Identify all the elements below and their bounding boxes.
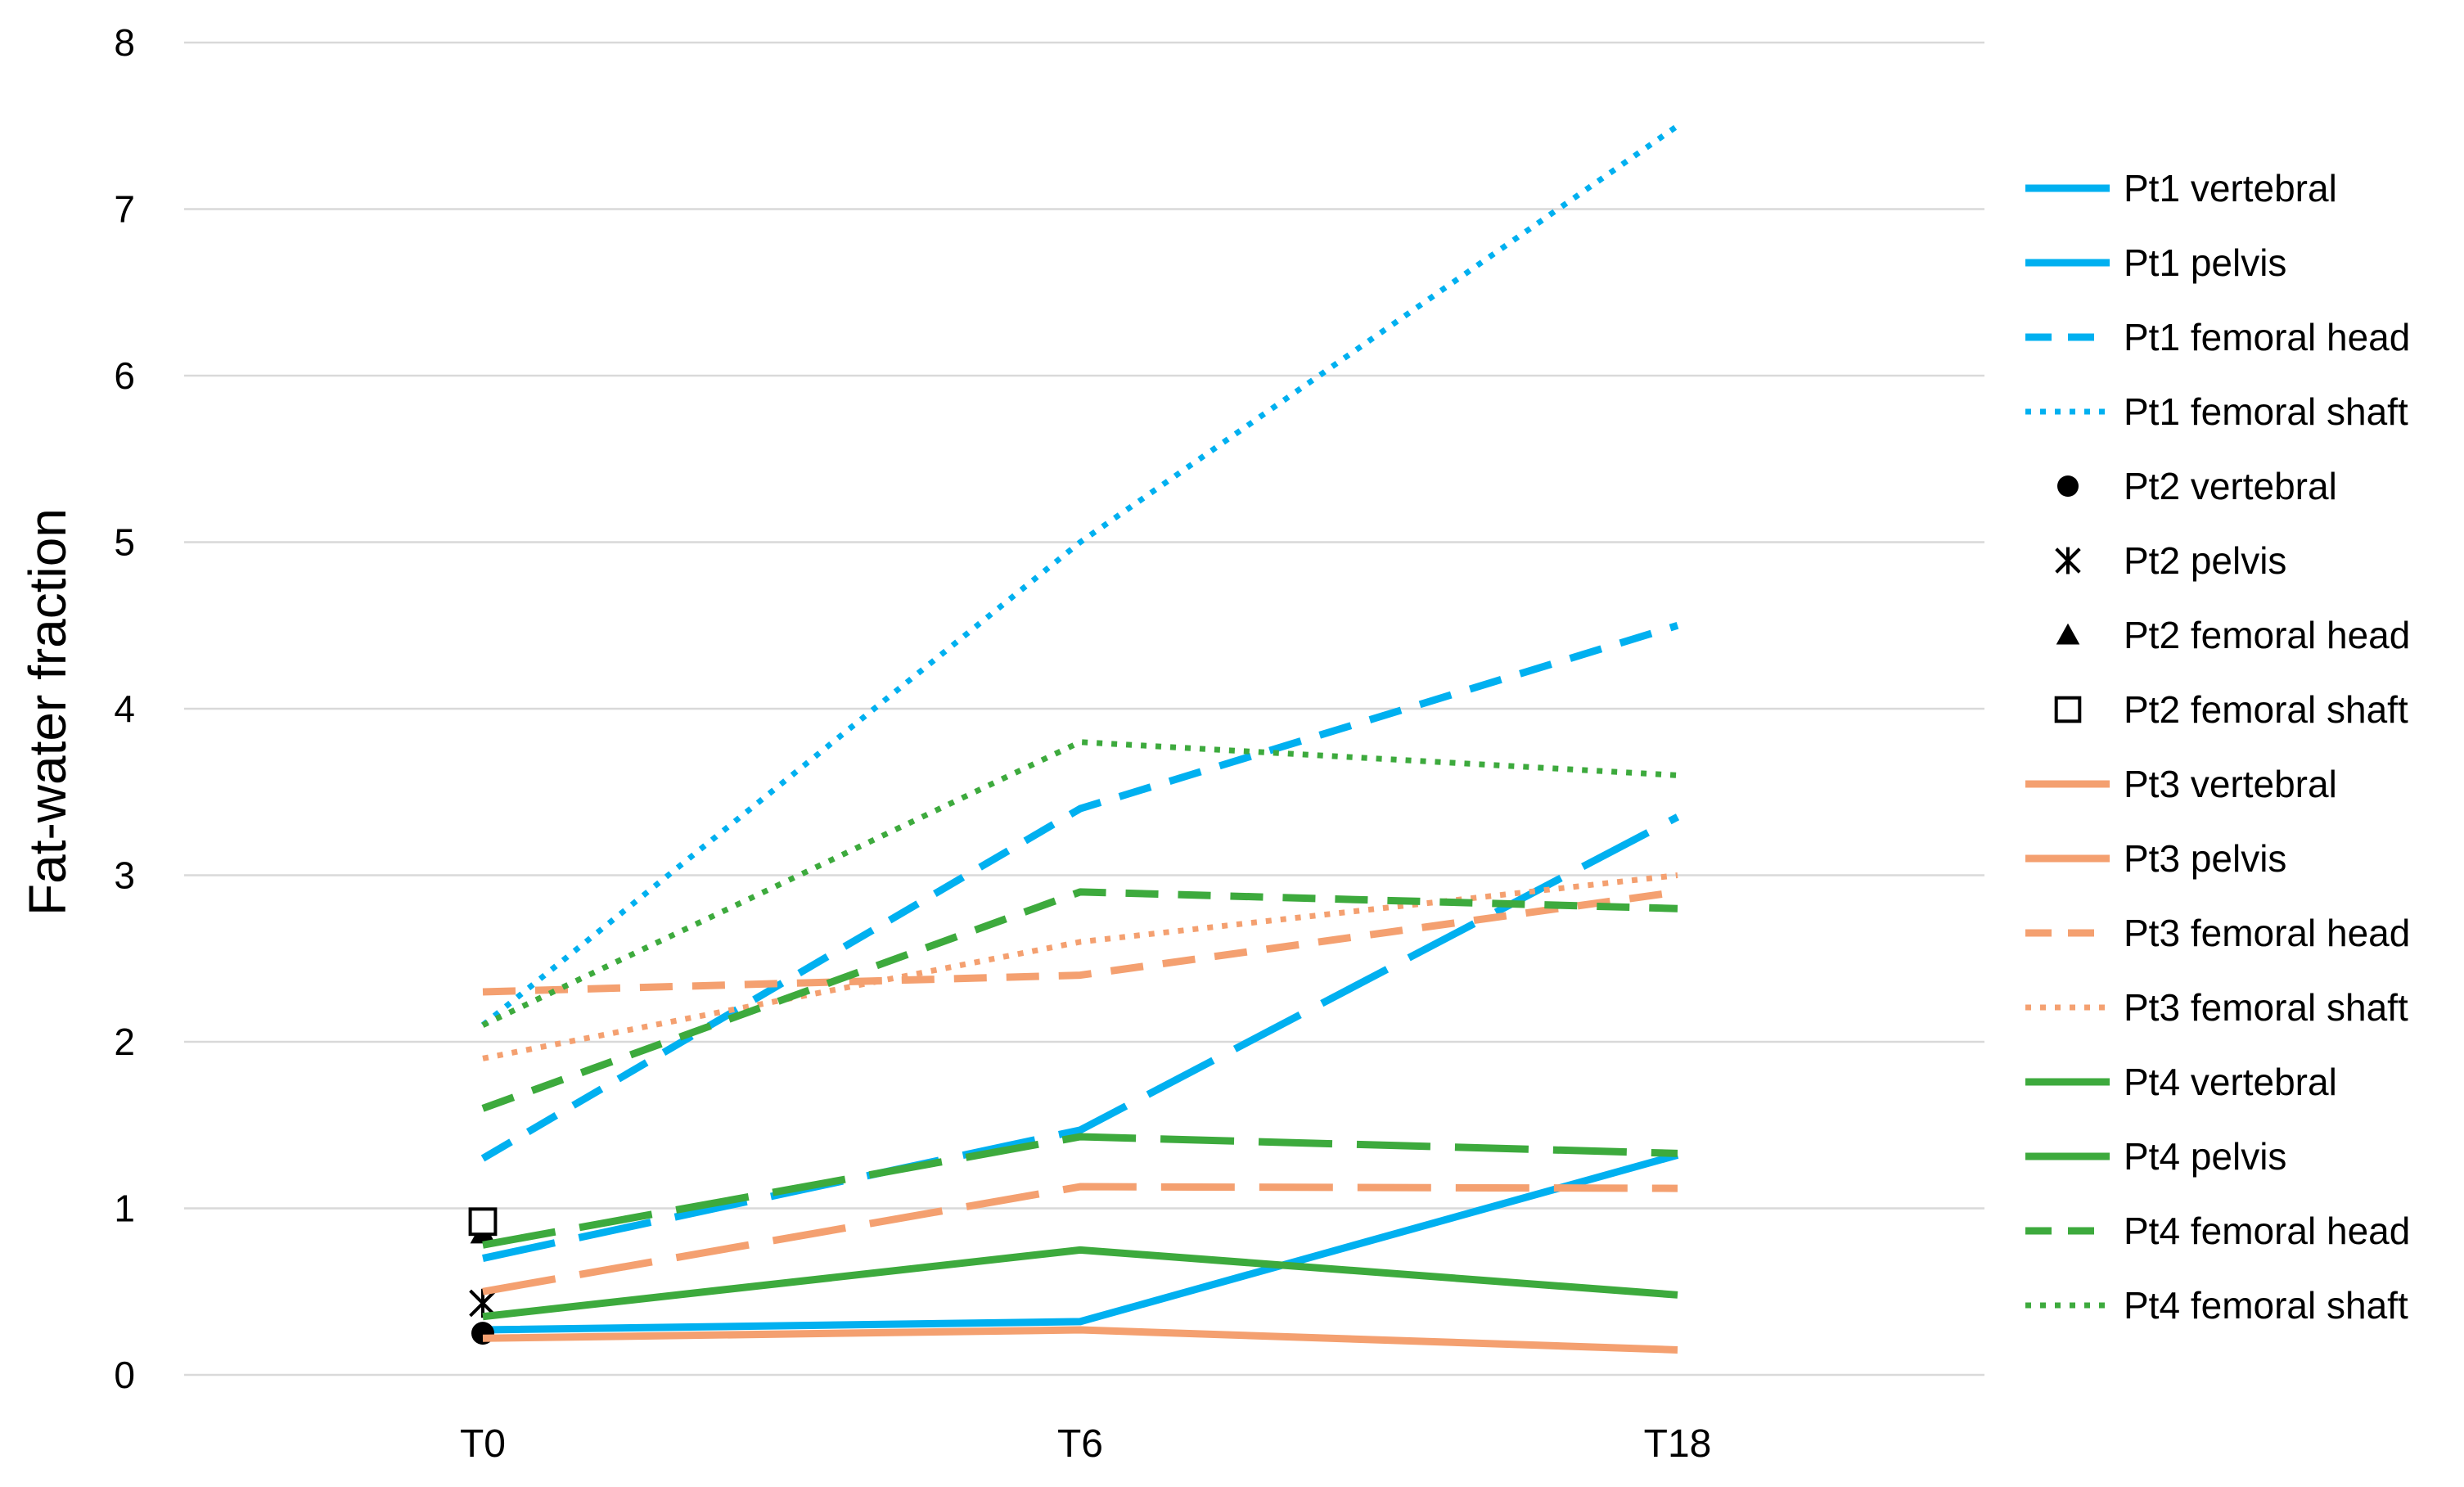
legend-label: Pt1 femoral shaft [2124, 390, 2408, 433]
series-line [482, 813, 1680, 1262]
y-tick-label: 1 [114, 1187, 135, 1230]
series-line [482, 1326, 1678, 1354]
legend-label: Pt2 vertebral [2124, 465, 2337, 507]
legend-item: Pt3 vertebral [2025, 763, 2337, 805]
legend-marker [2054, 696, 2082, 723]
series-pt1-femoral-head-2 [482, 813, 1680, 1262]
y-tick-label: 7 [114, 188, 135, 231]
legend-label: Pt3 vertebral [2124, 763, 2337, 805]
x-tick-label: T6 [1057, 1422, 1103, 1466]
legend-label: Pt3 femoral shaft [2124, 986, 2408, 1029]
legend-item: Pt4 femoral head [2025, 1210, 2410, 1252]
legend-item: Pt3 femoral head [2025, 912, 2410, 954]
legend-item: Pt1 femoral shaft [2025, 390, 2408, 433]
legend-label: Pt4 femoral shaft [2124, 1284, 2408, 1327]
series-lines [468, 123, 1680, 1354]
x-tick-label: T0 [460, 1422, 506, 1466]
series-line [482, 1246, 1678, 1321]
series-line [482, 872, 1678, 1061]
legend-label: Pt1 femoral head [2124, 316, 2410, 358]
series-pt3-femoral-head-11 [482, 1183, 1678, 1295]
legend-label: Pt1 pelvis [2124, 241, 2286, 284]
x-axis-tick-labels: T0 T6 T18 [460, 1422, 1711, 1466]
x-tick-label: T18 [1644, 1422, 1712, 1466]
series-line [480, 123, 1680, 1028]
legend-marker [2056, 623, 2080, 645]
series-pt4-vertebral-14 [482, 1246, 1678, 1321]
series-pt1-pelvis-1 [482, 1151, 1679, 1334]
legend-marker [2057, 475, 2079, 497]
y-axis-tick-labels: 0 1 2 3 4 5 6 7 8 [114, 21, 135, 1396]
legend-label: Pt4 pelvis [2124, 1135, 2286, 1178]
y-tick-label: 0 [114, 1354, 135, 1396]
y-tick-label: 2 [114, 1021, 135, 1063]
y-tick-label: 6 [114, 354, 135, 397]
legend-item: Pt4 vertebral [2025, 1061, 2337, 1103]
y-tick-label: 4 [114, 687, 135, 730]
series-pt1-femoral-shaft-4 [480, 123, 1680, 1028]
series-pt3-femoral-shaft-13 [482, 872, 1678, 1061]
series-pt2-femoral-shaft-8 [468, 1207, 498, 1237]
legend-item: Pt4 pelvis [2025, 1135, 2286, 1178]
legend-label: Pt4 vertebral [2124, 1061, 2337, 1103]
legend-label: Pt2 femoral head [2124, 614, 2410, 656]
series-line [482, 1151, 1679, 1334]
data-point [468, 1207, 498, 1237]
series-line [482, 1183, 1678, 1295]
legend-item: Pt2 femoral shaft [2054, 688, 2408, 731]
legend-item: Pt1 femoral head [2025, 316, 2410, 358]
legend-item: Pt1 pelvis [2025, 241, 2286, 284]
y-tick-label: 8 [114, 21, 135, 64]
legend-item: Pt3 femoral shaft [2025, 986, 2408, 1029]
legend-label: Pt2 femoral shaft [2124, 688, 2408, 731]
y-tick-label: 5 [114, 521, 135, 564]
series-pt4-femoral-head-17 [481, 888, 1678, 1112]
series-pt3-femoral-head-12 [482, 888, 1678, 996]
legend-label: Pt3 pelvis [2124, 837, 2286, 880]
legend-item: Pt2 vertebral [2057, 465, 2337, 507]
legend-marker [2055, 547, 2081, 575]
series-line [480, 621, 1679, 1162]
legend-label: Pt3 femoral head [2124, 912, 2410, 954]
series-pt4-femoral-head-16 [482, 1133, 1678, 1249]
series-line [482, 1133, 1678, 1249]
legend-label: Pt1 vertebral [2124, 167, 2337, 210]
legend: Pt1 vertebral Pt1 pelvis Pt1 femoral head P… [2025, 167, 2410, 1327]
legend-item: Pt4 femoral shaft [2025, 1284, 2408, 1327]
y-axis-label: Fat-water fraction [18, 508, 77, 916]
y-tick-label: 3 [114, 854, 135, 897]
legend-label: Pt2 pelvis [2124, 539, 2286, 582]
series-pt3-vertebral-9 [482, 1326, 1678, 1354]
legend-item: Pt3 pelvis [2025, 837, 2286, 880]
legend-item: Pt1 vertebral [2025, 167, 2337, 210]
series-line [481, 888, 1678, 1112]
legend-item: Pt2 femoral head [2056, 614, 2410, 656]
series-line [482, 888, 1678, 996]
series-pt1-femoral-head-3 [480, 621, 1679, 1162]
legend-item: Pt2 pelvis [2055, 539, 2286, 582]
legend-label: Pt4 femoral head [2124, 1210, 2410, 1252]
